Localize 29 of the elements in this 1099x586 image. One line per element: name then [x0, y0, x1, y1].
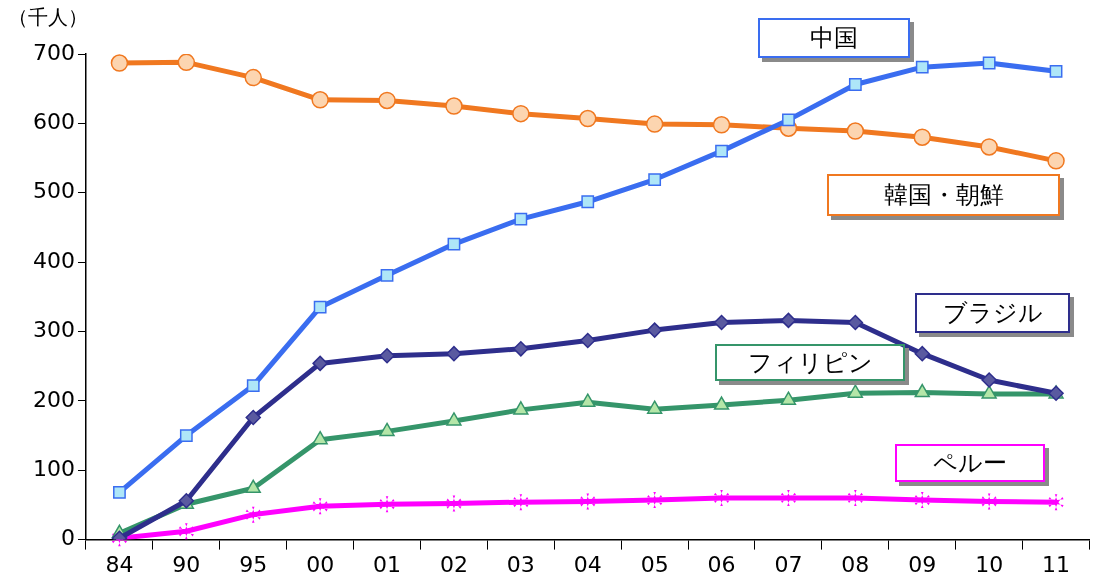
- y-tick-label: 500: [32, 178, 75, 204]
- series-label: 中国: [758, 18, 910, 58]
- x-tick-label: 09: [908, 551, 937, 577]
- x-tick-label: 04: [573, 551, 602, 577]
- y-tick-label: 200: [32, 386, 75, 412]
- y-tick-label: 700: [32, 39, 75, 65]
- x-tick-label: 00: [306, 551, 335, 577]
- x-tick-label: 01: [373, 551, 402, 577]
- x-tick-label: 08: [841, 551, 870, 577]
- x-tick-label: 90: [172, 551, 201, 577]
- y-tick-label: 600: [32, 109, 75, 135]
- y-tick-label: 300: [32, 317, 75, 343]
- x-tick-label: 95: [239, 551, 268, 577]
- x-tick-label: 11: [1042, 551, 1071, 577]
- series-label: フィリピン: [715, 344, 905, 381]
- x-tick-label: 03: [506, 551, 535, 577]
- x-tick-label: 07: [774, 551, 803, 577]
- series-label: ペルー: [895, 444, 1045, 482]
- y-tick-label: 0: [60, 525, 75, 551]
- x-tick-label: 84: [105, 551, 134, 577]
- x-tick-label: 10: [975, 551, 1004, 577]
- y-tick-label: 400: [32, 247, 75, 273]
- series-label: 韓国・朝鮮: [827, 174, 1060, 216]
- x-tick-label: 06: [707, 551, 736, 577]
- x-tick-label: 05: [640, 551, 669, 577]
- series-label: ブラジル: [915, 293, 1070, 333]
- y-axis-title: （千人）: [8, 4, 88, 31]
- y-tick-label: 100: [32, 455, 75, 481]
- x-tick-label: 02: [439, 551, 468, 577]
